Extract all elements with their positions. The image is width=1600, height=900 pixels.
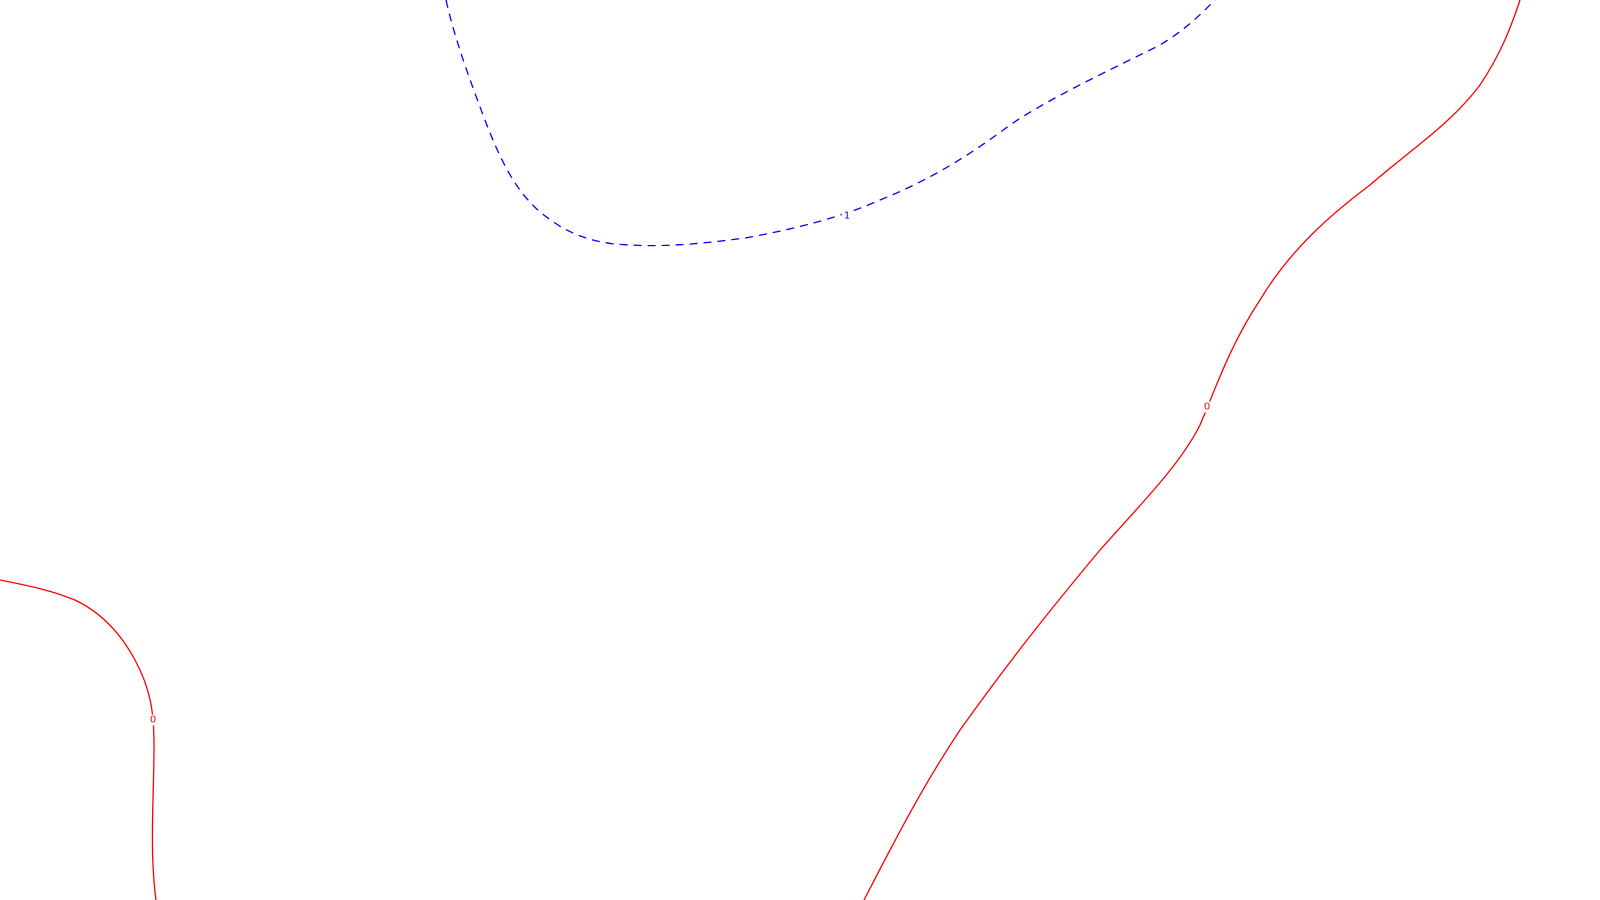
contour-label-level-0-right: 0 [1204, 402, 1210, 413]
contour-label-gap [1201, 401, 1213, 413]
contour-label-level-1: 1 [844, 211, 850, 222]
contour-line-level-0-left [0, 579, 157, 900]
contour-label-level-0-left: 0 [150, 715, 156, 726]
contour-line-level-1 [445, 0, 1216, 247]
contour-label-gap [841, 210, 853, 222]
contour-line-level-0-right [863, 0, 1521, 900]
contour-label-gap [147, 714, 159, 726]
